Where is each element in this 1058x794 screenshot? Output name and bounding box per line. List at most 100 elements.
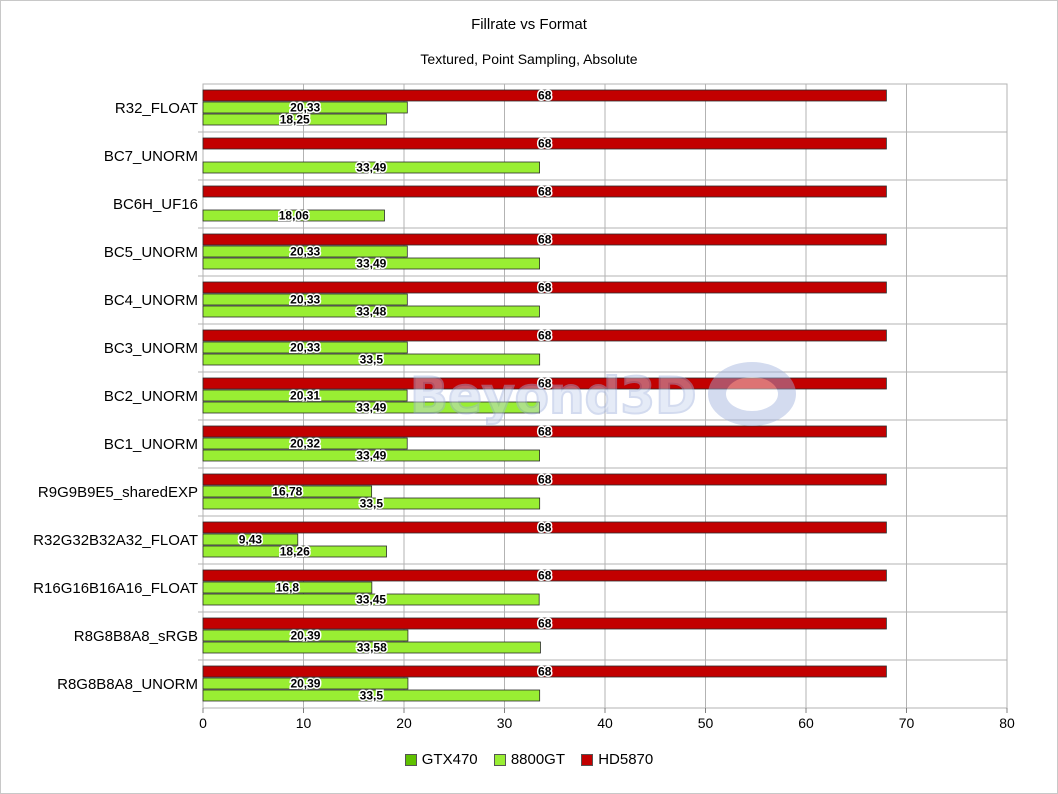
- beyond3d-watermark-logo: Beyond3D: [410, 362, 796, 426]
- bar-data-label: 68: [538, 233, 552, 247]
- bar-8800gt: [202, 401, 540, 414]
- legend-label-gtx470: GTX470: [421, 751, 478, 768]
- bar-data-label: 68: [538, 137, 552, 151]
- y-category-label: R8G8B8A8_sRGB: [74, 628, 198, 645]
- bar-middle: [202, 581, 373, 594]
- x-tick-label: 50: [698, 715, 714, 731]
- bar-data-label: 33,5: [360, 353, 384, 367]
- bar-data-label: 33,49: [356, 449, 386, 463]
- bar-hd5870: [202, 89, 887, 102]
- bar-data-label: 18,06: [279, 209, 309, 223]
- x-tick-label: 10: [296, 715, 312, 731]
- watermark-emblem-icon: [708, 362, 796, 426]
- bar-data-label: 68: [538, 89, 552, 103]
- bar-data-label: 20,33: [290, 101, 320, 115]
- y-category-label: BC1_UNORM: [104, 436, 198, 453]
- chart-subtitle: Textured, Point Sampling, Absolute: [420, 51, 638, 67]
- bar-8800gt: [202, 449, 540, 462]
- bar-data-label: 33,45: [356, 593, 386, 607]
- bar-data-label: 20,33: [290, 245, 320, 259]
- bar-data-label: 9,43: [239, 533, 263, 547]
- bar-hd5870: [202, 425, 887, 438]
- bar-8800gt: [202, 545, 387, 558]
- bar-data-label: 20,32: [290, 437, 320, 451]
- bar-middle: [202, 533, 299, 546]
- bar-data-label: 68: [538, 281, 552, 295]
- watermark-text: Beyond3D: [410, 367, 697, 425]
- bar-data-label: 20,33: [290, 341, 320, 355]
- bar-middle: [202, 101, 408, 114]
- bar-data-label: 68: [538, 569, 552, 583]
- bar-hd5870: [202, 233, 887, 246]
- bar-8800gt: [202, 305, 540, 318]
- bar-middle: [202, 293, 408, 306]
- bar-data-label: 68: [538, 185, 552, 199]
- y-category-label: R16G16B16A16_FLOAT: [33, 580, 198, 597]
- bar-hd5870: [202, 185, 887, 198]
- bar-hd5870: [202, 377, 887, 390]
- bar-data-label: 33,58: [357, 641, 387, 655]
- bar-hd5870: [202, 521, 887, 534]
- bar-hd5870: [202, 473, 887, 486]
- x-tick-label: 20: [396, 715, 412, 731]
- bar-middle: [202, 485, 373, 498]
- bar-hd5870: [202, 137, 887, 150]
- y-category-label: BC3_UNORM: [104, 340, 198, 357]
- bar-8800gt: [202, 497, 541, 510]
- y-category-label: BC2_UNORM: [104, 388, 198, 405]
- x-tick-label: 0: [199, 715, 207, 731]
- bar-data-label: 18,26: [280, 545, 310, 559]
- bar-8800gt: [202, 209, 385, 222]
- bar-middle: [202, 677, 409, 690]
- bar-data-label: 33,48: [356, 305, 386, 319]
- bar-data-label: 68: [538, 473, 552, 487]
- chart-title: Fillrate vs Format: [471, 16, 587, 33]
- bar-middle: [202, 341, 408, 354]
- bar-data-label: 20,33: [290, 293, 320, 307]
- y-category-label: R9G9B9E5_sharedEXP: [38, 484, 198, 501]
- y-category-label: R8G8B8A8_UNORM: [57, 676, 198, 693]
- bar-data-label: 16,78: [272, 485, 302, 499]
- y-category-label: R32G32B32A32_FLOAT: [33, 532, 198, 549]
- bar-8800gt: [202, 161, 540, 174]
- bar-hd5870: [202, 281, 887, 294]
- bar-data-label: 68: [538, 377, 552, 391]
- bar-8800gt: [202, 113, 387, 126]
- bar-8800gt: [202, 593, 540, 606]
- bar-8800gt: [202, 689, 541, 702]
- bar-data-label: 20,39: [290, 677, 320, 691]
- bar-middle: [202, 629, 409, 642]
- bar-middle: [202, 437, 408, 450]
- bar-data-label: 68: [538, 521, 552, 535]
- x-tick-label: 40: [597, 715, 613, 731]
- bar-data-label: 33,49: [356, 401, 386, 415]
- bar-middle: [202, 389, 408, 402]
- bar-data-label: 16,8: [276, 581, 300, 595]
- bar-8800gt: [202, 257, 540, 270]
- x-tick-label: 80: [999, 715, 1015, 731]
- bar-hd5870: [202, 665, 887, 678]
- bar-data-label: 33,5: [360, 689, 384, 703]
- bar-8800gt: [202, 641, 541, 654]
- bar-8800gt: [202, 353, 541, 366]
- bar-data-label: 68: [538, 329, 552, 343]
- bar-data-label: 33,49: [356, 161, 386, 175]
- bar-hd5870: [202, 329, 887, 342]
- y-category-label: BC4_UNORM: [104, 292, 198, 309]
- legend-item-hd5870: HD5870: [581, 751, 653, 768]
- legend-label-hd5870: HD5870: [598, 751, 654, 768]
- bar-data-label: 33,49: [356, 257, 386, 271]
- legend-label-8800gt: 8800GT: [510, 751, 566, 768]
- y-category-label: R32_FLOAT: [115, 100, 198, 117]
- bar-data-label: 33,5: [360, 497, 384, 511]
- bar-data-label: 68: [538, 617, 552, 631]
- legend-item-gtx470: GTX470: [404, 751, 478, 768]
- bar-hd5870: [202, 569, 887, 582]
- y-category-label: BC7_UNORM: [104, 148, 198, 165]
- y-category-label: BC6H_UF16: [113, 196, 198, 213]
- y-category-label: BC5_UNORM: [104, 244, 198, 261]
- bar-data-label: 20,39: [290, 629, 320, 643]
- bar-data-label: 20,31: [290, 389, 320, 403]
- legend-swatch-8800gt: [493, 753, 506, 766]
